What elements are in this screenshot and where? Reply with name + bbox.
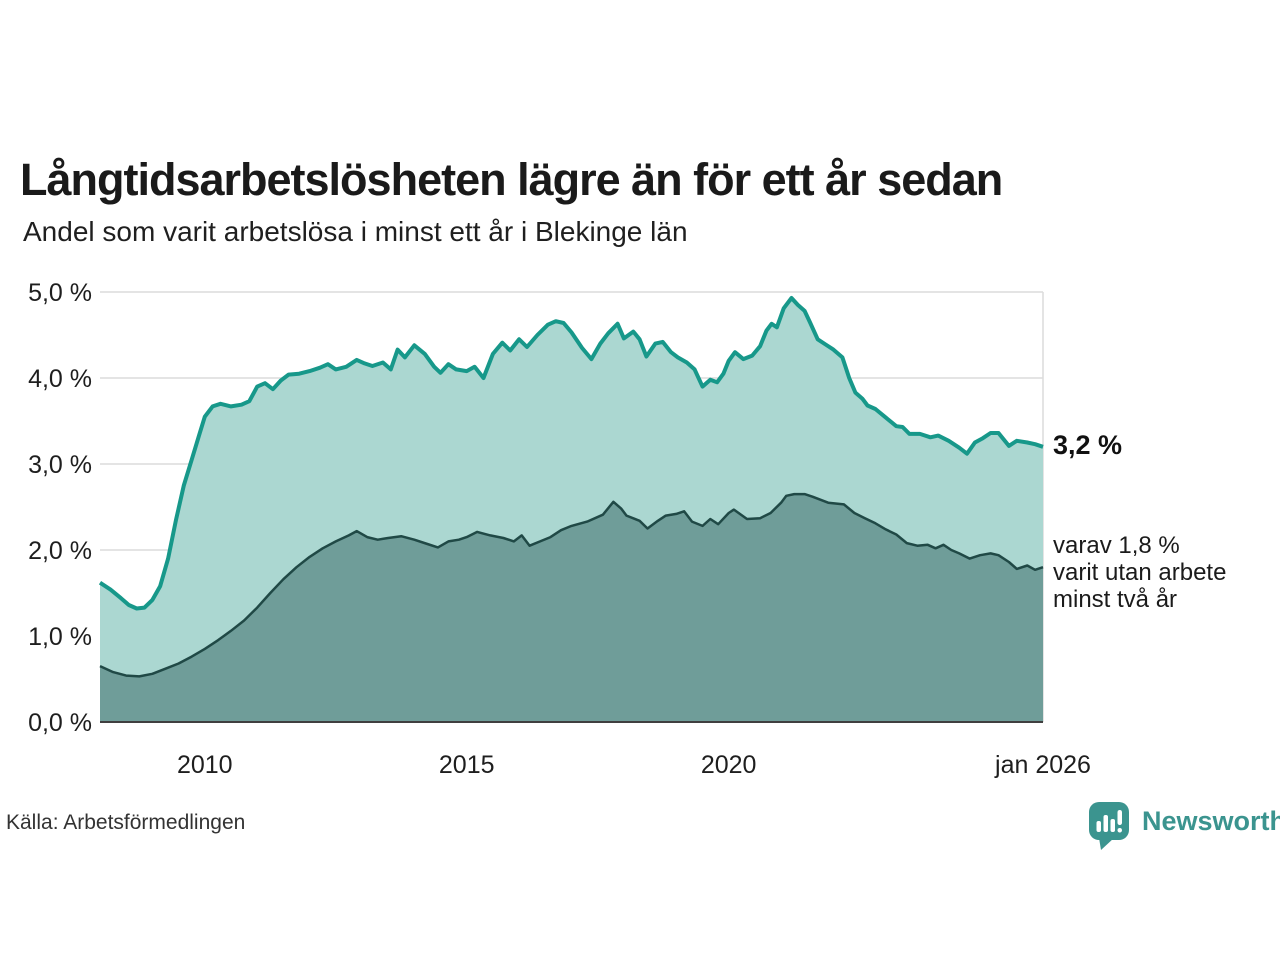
line-unemployed-1yr [98, 296, 1044, 611]
latest-value-label: 3,2 % [1053, 430, 1123, 460]
y-tick-label: 2,0 % [28, 537, 92, 565]
y-tick-label: 0,0 % [28, 709, 92, 737]
note-line: varit utan arbete [1053, 559, 1227, 586]
y-tick-label: 3,0 % [28, 451, 92, 479]
x-tick-label: 2010 [177, 751, 233, 779]
x-tick-label: 2020 [701, 751, 757, 779]
x-tick-label: 2015 [439, 751, 495, 779]
source-label: Källa: Arbetsförmedlingen [6, 811, 246, 834]
secondary-value-note: varav 1,8 % varit utan arbete minst två … [1053, 532, 1226, 613]
line-unemployed-2yr [99, 492, 1044, 678]
x-tick-label: jan 2026 [994, 751, 1091, 779]
page-title: Långtidsarbetslösheten lägre än för ett … [20, 154, 1003, 206]
page-subtitle: Andel som varit arbetslösa i minst ett å… [23, 216, 688, 247]
newsworthy-logo: Newsworthy [1086, 799, 1280, 851]
area-unemployed-2yr [100, 494, 1043, 722]
newsworthy-logo-icon [1089, 802, 1129, 850]
newsworthy-logo-text: Newsworthy [1142, 806, 1280, 836]
y-tick-label: 1,0 % [28, 623, 92, 651]
note-line: varav 1,8 % [1053, 532, 1180, 559]
y-tick-label: 4,0 % [28, 365, 92, 393]
note-line: minst två år [1053, 586, 1178, 613]
y-tick-label: 5,0 % [28, 279, 92, 307]
